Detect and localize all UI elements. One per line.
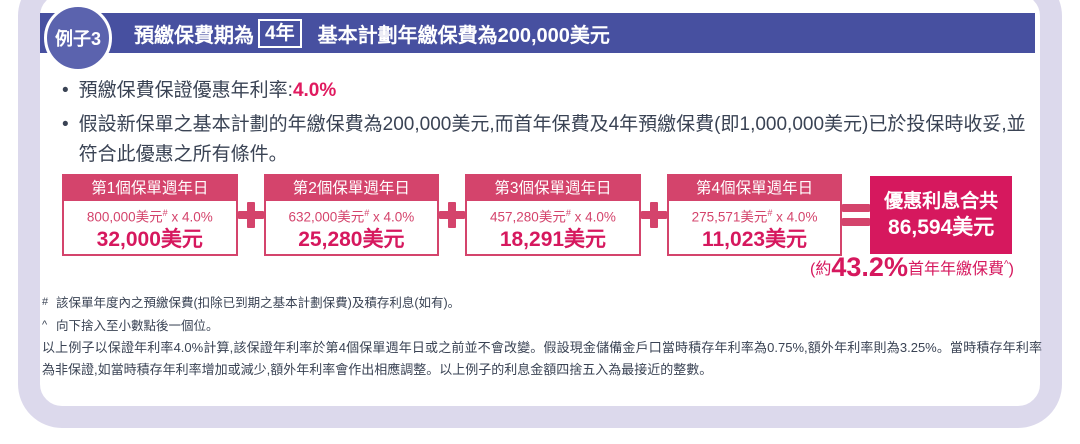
calc-box-year-2: 第2個保單週年日 632,000美元# x 4.0% 25,280美元 bbox=[263, 173, 440, 257]
caption-open: (約 bbox=[810, 261, 832, 278]
total-percentage-caption: (約43.2%首年年繳保費^) bbox=[700, 252, 1014, 283]
example-badge: 例子3 bbox=[44, 4, 112, 72]
total-interest-box: 優惠利息合共 86,594美元 bbox=[870, 176, 1012, 254]
total-box-amount: 86,594美元 bbox=[888, 216, 995, 239]
plus-icon bbox=[640, 202, 667, 228]
header-title-boxed-term: 4年 bbox=[258, 18, 302, 48]
footnote-caret-marker: ^ bbox=[42, 319, 48, 331]
plus-icon bbox=[439, 202, 466, 228]
calc-box-3-header: 第3個保單週年日 bbox=[467, 175, 639, 201]
calc-box-year-4: 第4個保單週年日 275,571美元# x 4.0% 11,023美元 bbox=[666, 173, 843, 257]
bullet-dot bbox=[62, 110, 69, 170]
caption-percent: 43.2% bbox=[831, 252, 908, 282]
calc-box-3-result: 18,291美元 bbox=[499, 228, 607, 252]
calc-box-year-1: 第1個保單週年日 800,000美元# x 4.0% 32,000美元 bbox=[62, 173, 238, 257]
rate-highlight: 4.0% bbox=[292, 80, 337, 101]
bullet-rate-text: 預繳保費保證優惠年利率:4.0% bbox=[78, 80, 337, 101]
footnote-caret: ^ 向下捨入至小數點後一個位。 bbox=[42, 314, 460, 337]
header-title-suffix: 基本計劃年繳保費為200,000美元 bbox=[317, 24, 610, 47]
caption-close: ) bbox=[1008, 261, 1014, 278]
calc-box-3-formula: 457,280美元# x 4.0% bbox=[490, 207, 616, 225]
calc-box-year-3: 第3個保單週年日 457,280美元# x 4.0% 18,291美元 bbox=[465, 173, 641, 257]
caption-footnote-marker: ^ bbox=[1003, 259, 1009, 271]
calc-box-1-formula: 800,000美元# x 4.0% bbox=[86, 207, 213, 225]
calc-box-4-header: 第4個保單週年日 bbox=[668, 175, 841, 201]
example-badge-label: 例子3 bbox=[54, 29, 101, 49]
calc-box-4-formula: 275,571美元# x 4.0% bbox=[691, 207, 818, 225]
disclaimer-text: 以上例子以保證年利率4.0%計算,該保證年利率於第4個保單週年日或之前並不會改變… bbox=[42, 340, 1042, 377]
calc-box-2-result: 25,280美元 bbox=[298, 228, 405, 252]
plus-icon bbox=[237, 202, 264, 228]
footnote-caret-text: 向下捨入至小數點後一個位。 bbox=[56, 319, 219, 333]
bullet-dot bbox=[62, 76, 69, 106]
equals-icon bbox=[842, 204, 871, 226]
total-box-label: 優惠利息合共 bbox=[884, 191, 999, 212]
calc-box-1-header: 第1個保單週年日 bbox=[64, 175, 236, 201]
calc-box-2-header: 第2個保單週年日 bbox=[265, 175, 438, 201]
calculation-row: 第1個保單週年日 800,000美元# x 4.0% 32,000美元 第2個保… bbox=[62, 173, 1012, 257]
bullet-assumption-text: 假設新保單之基本計劃的年繳保費為200,000美元,而首年保費及4年預繳保費(即… bbox=[78, 114, 1026, 165]
footnote-hash-marker: # bbox=[42, 296, 49, 308]
bullet-item-assumption: 假設新保單之基本計劃的年繳保費為200,000美元,而首年保費及4年預繳保費(即… bbox=[62, 110, 1040, 170]
footnote-hash-text: 該保單年度內之預繳保費(扣除已到期之基本計劃保費)及積存利息(如有)。 bbox=[56, 296, 461, 310]
header-title-prefix: 預繳保費期為 bbox=[134, 24, 254, 47]
bullet-item-rate: 預繳保費保證優惠年利率:4.0% bbox=[62, 76, 1040, 106]
calc-box-2-formula: 632,000美元# x 4.0% bbox=[288, 207, 415, 225]
footnotes: # 該保單年度內之預繳保費(扣除已到期之基本計劃保費)及積存利息(如有)。 ^ 向下… bbox=[42, 291, 460, 337]
calc-box-1-result: 32,000美元 bbox=[96, 228, 203, 252]
calc-box-4-result: 11,023美元 bbox=[701, 228, 808, 252]
bullet-list: 預繳保費保證優惠年利率:4.0% 假設新保單之基本計劃的年繳保費為200,000… bbox=[62, 76, 1040, 174]
caption-suffix: 首年年繳保費 bbox=[907, 261, 1004, 278]
footnote-hash: # 該保單年度內之預繳保費(扣除已到期之基本計劃保費)及積存利息(如有)。 bbox=[42, 291, 460, 314]
header-bar: 預繳保費期為 4年 基本計劃年繳保費為200,000美元 bbox=[40, 13, 1035, 53]
